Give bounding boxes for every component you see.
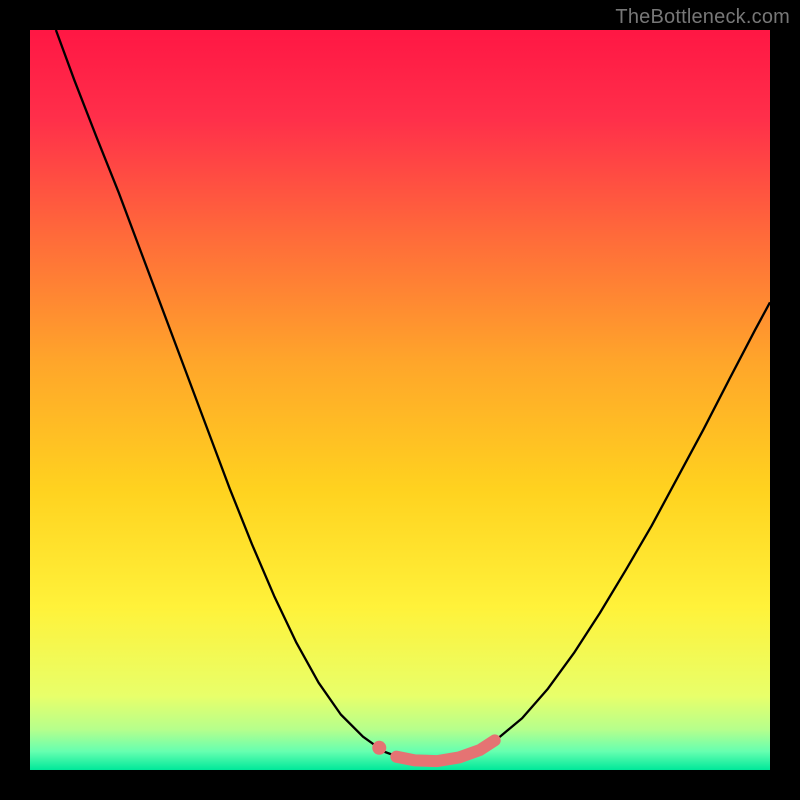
bottleneck-curve-chart <box>0 0 800 800</box>
optimal-point-marker <box>372 741 386 755</box>
chart-gradient-bg <box>30 30 770 770</box>
attribution-text: TheBottleneck.com <box>615 6 790 29</box>
